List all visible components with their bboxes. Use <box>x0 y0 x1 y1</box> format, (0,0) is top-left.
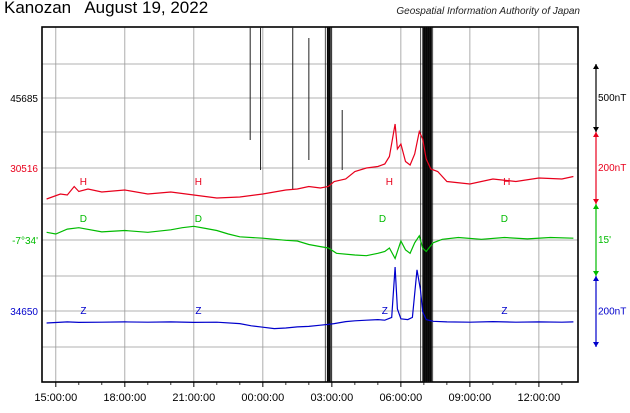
y-axis-label: 30516 <box>10 164 38 175</box>
x-tick-label: 18:00:00 <box>103 392 146 404</box>
series-Z-line <box>46 266 574 330</box>
series-H-line <box>46 123 574 200</box>
chart-source: Geospatial Information Authority of Japa… <box>396 6 580 17</box>
series-H-label: H <box>386 177 393 188</box>
chart-title: Kanozan August 19, 2022 <box>4 0 209 17</box>
series-D-line <box>46 225 574 261</box>
series-Z-label: Z <box>80 306 86 317</box>
series-D-label: D <box>195 214 202 225</box>
plot-frame <box>41 26 579 383</box>
scale-bar-arrow-down <box>593 271 599 276</box>
x-tick-label: 06:00:00 <box>379 392 422 404</box>
scale-bar-arrow-down <box>593 342 599 347</box>
series-D-label: D <box>379 214 386 225</box>
scale-bar-label: 15' <box>598 235 611 246</box>
x-tick-label: 21:00:00 <box>172 392 215 404</box>
x-tick-label: 15:00:00 <box>34 392 77 404</box>
scale-bar-arrow-down <box>593 199 599 204</box>
scale-bar-arrow-up <box>593 132 599 137</box>
scale-bar-arrow-up <box>593 276 599 281</box>
x-tick-label: 03:00:00 <box>310 392 353 404</box>
series-D-label: D <box>501 214 508 225</box>
x-tick-label: 09:00:00 <box>448 392 491 404</box>
data-gap-band <box>422 27 432 382</box>
x-tick-label: 00:00:00 <box>241 392 284 404</box>
series-Z-label: Z <box>382 306 388 317</box>
series-D-label: D <box>80 214 87 225</box>
scale-bar-arrow-down <box>593 127 599 132</box>
x-tick-label: 12:00:00 <box>517 392 560 404</box>
scale-bar-arrow-up <box>593 64 599 69</box>
series-Z-label: Z <box>501 306 507 317</box>
scale-bar-label: 500nT <box>598 93 626 104</box>
series-H-label: H <box>195 177 202 188</box>
series-Z-label: Z <box>195 306 201 317</box>
scale-bar-arrow-up <box>593 204 599 209</box>
series-H-label: H <box>80 177 87 188</box>
series-H-label: H <box>503 177 510 188</box>
y-axis-label: 45685 <box>10 94 38 105</box>
scale-bar-label: 200nT <box>598 163 626 174</box>
y-axis-label: -7°34' <box>12 236 38 247</box>
y-axis-label: 34650 <box>10 307 38 318</box>
scale-bar-label: 200nT <box>598 307 626 318</box>
